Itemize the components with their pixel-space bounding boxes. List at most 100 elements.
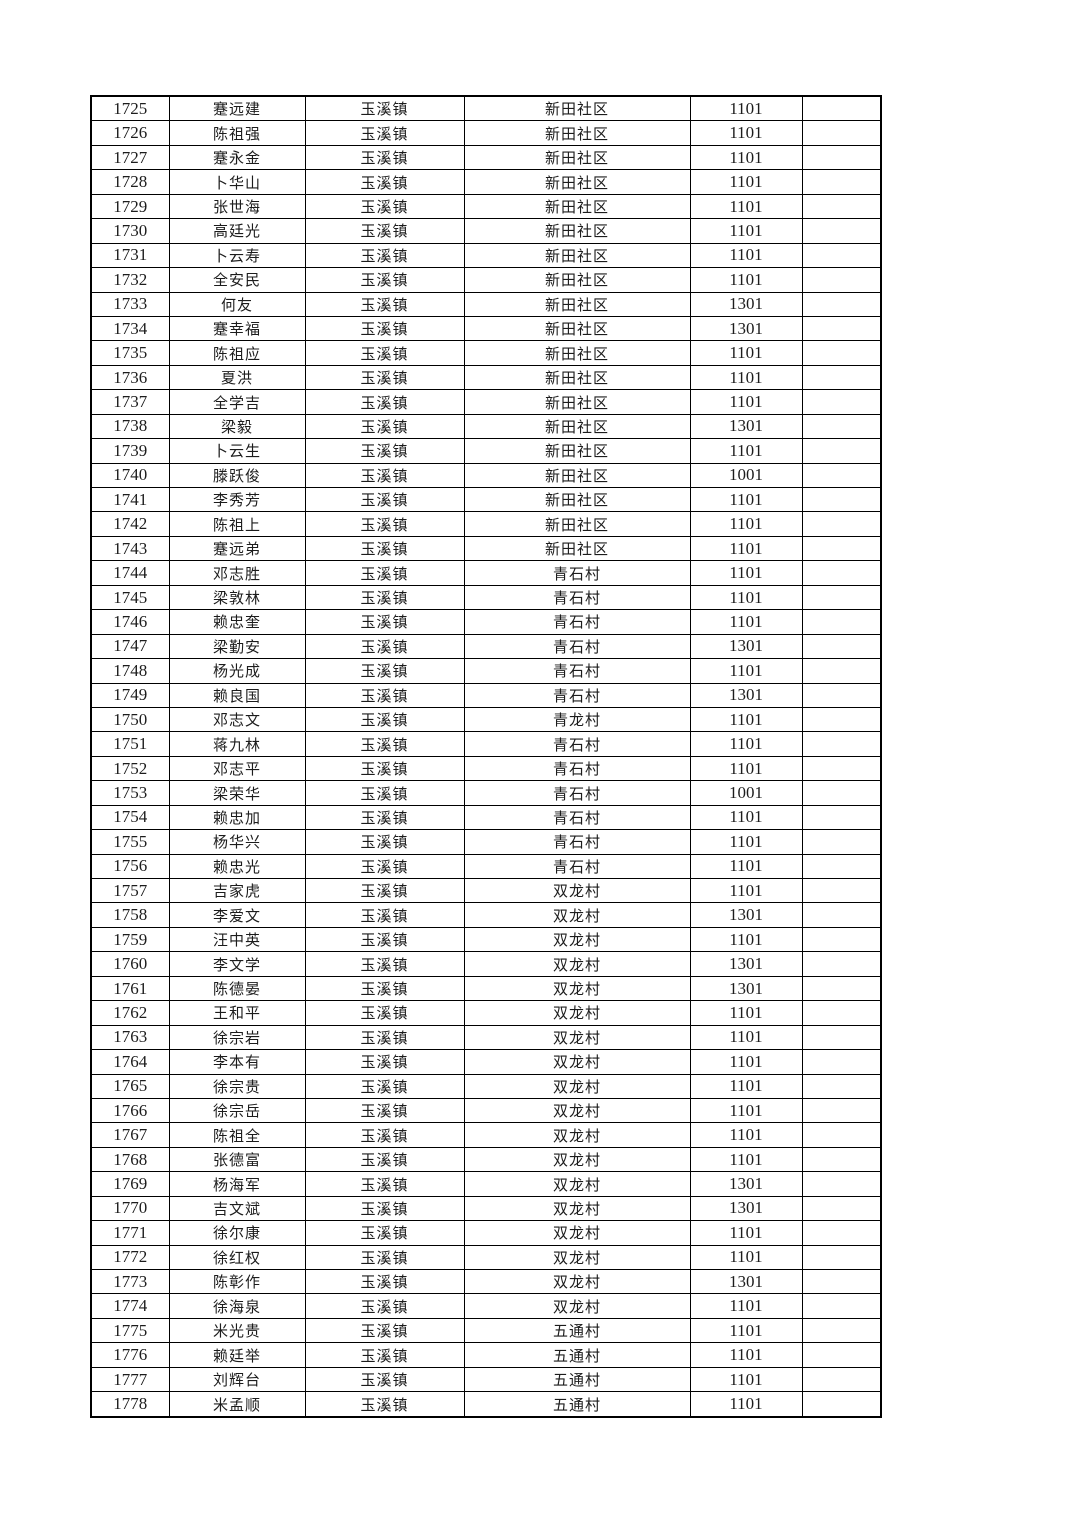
cell-no: 1756: [90, 853, 170, 880]
table-row: 1743 蹇远弟 玉溪镇 新田社区 1101: [90, 535, 882, 562]
cell-no: 1773: [90, 1269, 170, 1295]
cell-village: 新田社区: [463, 169, 691, 195]
cell-note: [801, 120, 882, 146]
cell-town: 玉溪镇: [304, 755, 465, 782]
cell-village: 青龙村: [463, 706, 691, 733]
cell-no: 1736: [90, 364, 170, 391]
cell-no: 1739: [90, 438, 170, 464]
cell-code: 1101: [689, 755, 803, 782]
table-row: 1764 李本有 玉溪镇 双龙村 1101: [90, 1049, 882, 1075]
cell-town: 玉溪镇: [304, 1097, 465, 1124]
cell-town: 玉溪镇: [304, 1293, 465, 1319]
cell-name: 李秀芳: [168, 487, 306, 513]
cell-no: 1731: [90, 242, 170, 269]
cell-name: 吉文斌: [168, 1195, 306, 1222]
cell-village: 新田社区: [463, 242, 691, 269]
cell-village: 青石村: [463, 780, 691, 806]
cell-town: 玉溪镇: [304, 682, 465, 708]
table-row: 1765 徐宗贵 玉溪镇 双龙村 1101: [90, 1073, 882, 1099]
table-row: 1761 陈德晏 玉溪镇 双龙村 1301: [90, 975, 882, 1002]
cell-town: 玉溪镇: [304, 535, 465, 562]
cell-no: 1755: [90, 829, 170, 855]
cell-village: 双龙村: [463, 1244, 691, 1271]
cell-code: 1101: [689, 1122, 803, 1148]
cell-no: 1726: [90, 120, 170, 146]
cell-note: [801, 1024, 882, 1051]
cell-code: 1301: [689, 315, 803, 342]
cell-note: [801, 975, 882, 1002]
cell-name: 李本有: [168, 1049, 306, 1075]
table-row: 1745 梁敦林 玉溪镇 青石村 1101: [90, 584, 882, 611]
cell-village: 双龙村: [463, 975, 691, 1002]
cell-no: 1763: [90, 1024, 170, 1051]
table-row: 1762 王和平 玉溪镇 双龙村 1101: [90, 1000, 882, 1026]
cell-code: 1301: [689, 633, 803, 660]
cell-name: 徐尔康: [168, 1220, 306, 1246]
table-row: 1749 赖良国 玉溪镇 青石村 1301: [90, 682, 882, 708]
cell-town: 玉溪镇: [304, 1244, 465, 1271]
cell-code: 1101: [689, 364, 803, 391]
cell-code: 1301: [689, 1171, 803, 1197]
cell-town: 玉溪镇: [304, 1342, 465, 1368]
cell-name: 李文学: [168, 951, 306, 977]
cell-note: [801, 535, 882, 562]
cell-code: 1101: [689, 878, 803, 904]
cell-village: 新田社区: [463, 218, 691, 244]
cell-no: 1754: [90, 804, 170, 831]
table-row: 1744 邓志胜 玉溪镇 青石村 1101: [90, 560, 882, 586]
cell-village: 新田社区: [463, 487, 691, 513]
cell-name: 邓志胜: [168, 560, 306, 586]
table-row: 1757 吉家虎 玉溪镇 双龙村 1101: [90, 878, 882, 904]
cell-village: 新田社区: [463, 267, 691, 293]
table-row: 1774 徐海泉 玉溪镇 双龙村 1101: [90, 1293, 882, 1319]
cell-town: 玉溪镇: [304, 242, 465, 269]
cell-town: 玉溪镇: [304, 511, 465, 537]
cell-village: 新田社区: [463, 511, 691, 537]
cell-town: 玉溪镇: [304, 975, 465, 1002]
cell-note: [801, 340, 882, 366]
cell-note: [801, 1244, 882, 1271]
cell-village: 双龙村: [463, 926, 691, 953]
cell-town: 玉溪镇: [304, 169, 465, 195]
roster-table: 1725 蹇远建 玉溪镇 新田社区 1101 1726 陈祖强 玉溪镇 新田社区 1101 1727…: [90, 95, 882, 1418]
cell-village: 五通村: [463, 1317, 691, 1344]
table-row: 1754 赖忠加 玉溪镇 青石村 1101: [90, 804, 882, 831]
cell-no: 1730: [90, 218, 170, 244]
cell-note: [801, 144, 882, 171]
cell-town: 玉溪镇: [304, 829, 465, 855]
cell-no: 1765: [90, 1073, 170, 1099]
cell-name: 米光贵: [168, 1317, 306, 1344]
cell-code: 1301: [689, 902, 803, 928]
table-row: 1737 全学吉 玉溪镇 新田社区 1101: [90, 389, 882, 415]
cell-no: 1758: [90, 902, 170, 928]
cell-note: [801, 755, 882, 782]
cell-code: 1301: [689, 413, 803, 440]
table-row: 1751 蒋九林 玉溪镇 青石村 1101: [90, 731, 882, 757]
cell-code: 1101: [689, 584, 803, 611]
cell-code: 1101: [689, 829, 803, 855]
cell-note: [801, 218, 882, 244]
cell-village: 双龙村: [463, 1024, 691, 1051]
cell-code: 1101: [689, 1293, 803, 1319]
cell-no: 1769: [90, 1171, 170, 1197]
table-row: 1750 邓志文 玉溪镇 青龙村 1101: [90, 706, 882, 733]
cell-note: [801, 1317, 882, 1344]
cell-no: 1760: [90, 951, 170, 977]
cell-code: 1101: [689, 218, 803, 244]
cell-town: 玉溪镇: [304, 438, 465, 464]
table-row: 1732 全安民 玉溪镇 新田社区 1101: [90, 267, 882, 293]
cell-note: [801, 193, 882, 220]
cell-no: 1742: [90, 511, 170, 537]
cell-code: 1001: [689, 780, 803, 806]
cell-name: 邓志平: [168, 755, 306, 782]
cell-village: 青石村: [463, 853, 691, 880]
cell-name: 米孟顺: [168, 1391, 306, 1418]
table-row: 1740 滕跃俊 玉溪镇 新田社区 1001: [90, 462, 882, 489]
cell-no: 1768: [90, 1146, 170, 1173]
cell-town: 玉溪镇: [304, 462, 465, 489]
cell-code: 1301: [689, 1195, 803, 1222]
cell-village: 五通村: [463, 1342, 691, 1368]
cell-village: 双龙村: [463, 1171, 691, 1197]
cell-no: 1728: [90, 169, 170, 195]
table-row: 1759 汪中英 玉溪镇 双龙村 1101: [90, 926, 882, 953]
